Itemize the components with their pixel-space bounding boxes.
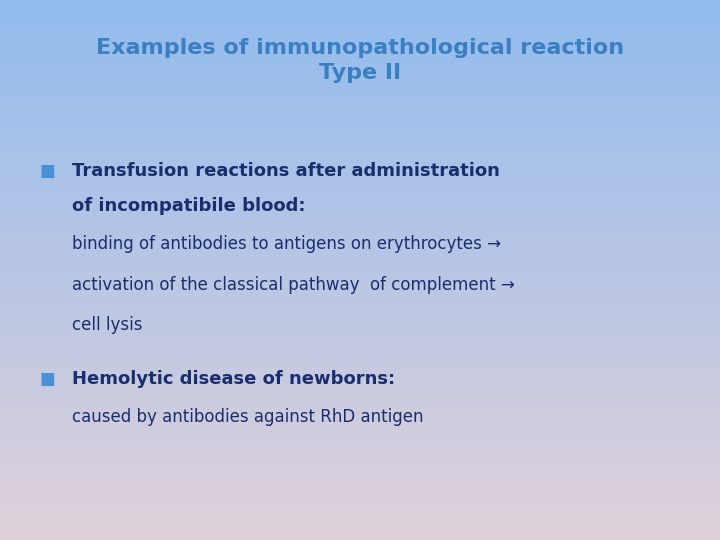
Text: Hemolytic disease of newborns:: Hemolytic disease of newborns:	[72, 370, 395, 388]
Text: caused by antibodies against RhD antigen: caused by antibodies against RhD antigen	[72, 408, 423, 426]
Text: Transfusion reactions after administration: Transfusion reactions after administrati…	[72, 162, 500, 180]
Text: binding of antibodies to antigens on erythrocytes →: binding of antibodies to antigens on ery…	[72, 235, 501, 253]
Text: ■: ■	[40, 162, 55, 180]
Text: activation of the classical pathway  of complement →: activation of the classical pathway of c…	[72, 276, 515, 294]
Text: Examples of immunopathological reaction
Type II: Examples of immunopathological reaction …	[96, 38, 624, 83]
Text: ■: ■	[40, 370, 55, 388]
Text: of incompatibile blood:: of incompatibile blood:	[72, 197, 305, 215]
Text: cell lysis: cell lysis	[72, 316, 143, 334]
